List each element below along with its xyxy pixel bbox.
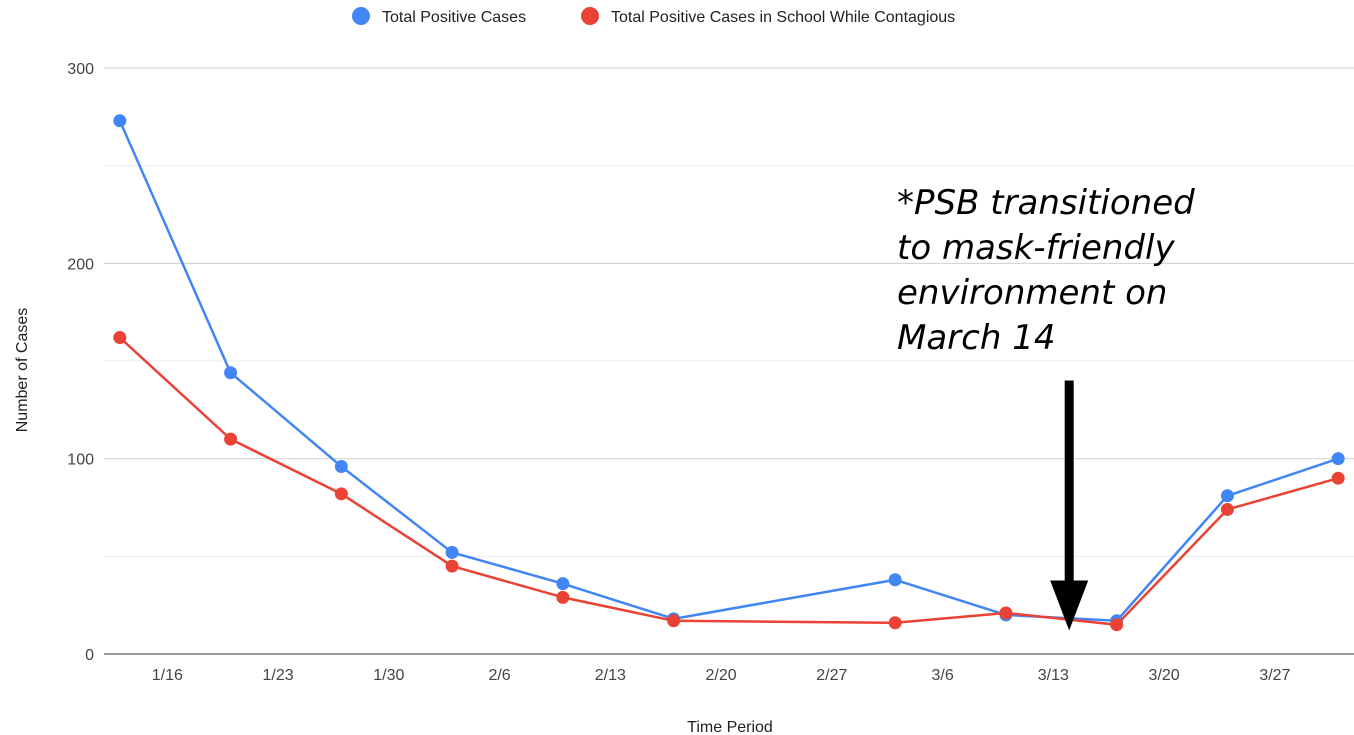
series-lines <box>113 114 1345 632</box>
axes: 0 100 200 300 1/16 1/23 1/30 2/6 2/13 2/20 2/27 3/6… <box>67 61 1354 684</box>
data-point <box>1220 502 1234 516</box>
x-tick-label: 1/23 <box>262 667 293 684</box>
annotation-line: March 14 <box>897 318 1055 358</box>
data-point <box>556 590 570 604</box>
series-line-2 <box>118 336 1339 626</box>
data-point <box>1331 452 1345 466</box>
data-point <box>334 487 348 501</box>
data-point <box>888 573 902 587</box>
x-tick-label: 1/16 <box>152 667 183 684</box>
y-tick-label: 300 <box>67 61 94 78</box>
legend-label: Total Positive Cases <box>382 9 526 26</box>
data-point <box>667 614 681 628</box>
annotation-line: environment on <box>897 273 1167 313</box>
x-tick-label: 2/20 <box>706 667 737 684</box>
data-point <box>999 606 1013 620</box>
legend-marker <box>352 7 370 25</box>
data-point <box>1110 618 1124 632</box>
gridlines <box>104 67 1354 557</box>
x-axis-title: Time Period <box>687 719 773 735</box>
y-tick-label: 200 <box>67 256 94 273</box>
annotation-line: to mask-friendly <box>897 228 1175 268</box>
data-point <box>113 331 127 345</box>
legend: Total Positive Cases Total Positive Cases… <box>352 7 955 26</box>
data-point <box>556 577 570 591</box>
x-tick-label: 3/20 <box>1149 667 1180 684</box>
x-tick-label: 2/13 <box>595 667 626 684</box>
data-point <box>224 432 238 446</box>
data-point <box>334 459 348 473</box>
annotation-text: *PSB transitioned to mask-friendly environ… <box>897 183 1195 358</box>
legend-label: Total Positive Cases in School While Con… <box>611 9 955 26</box>
x-tick-label: 3/27 <box>1259 667 1290 684</box>
y-tick-label: 100 <box>67 452 94 469</box>
y-tick-label: 0 <box>85 647 94 664</box>
x-tick-label: 2/6 <box>488 667 510 684</box>
x-tick-label: 3/13 <box>1038 667 1069 684</box>
legend-marker <box>581 7 599 25</box>
x-tick-label: 1/30 <box>373 667 404 684</box>
data-point <box>224 366 238 380</box>
x-tick-label: 2/27 <box>816 667 847 684</box>
y-axis-title: Number of Cases <box>14 308 31 433</box>
data-point <box>113 114 127 128</box>
data-point <box>445 559 459 573</box>
annotation-line: *PSB transitioned <box>897 183 1195 223</box>
data-point <box>1331 471 1345 485</box>
data-point <box>445 545 459 559</box>
data-point <box>1220 489 1234 503</box>
annotation-arrow-head <box>1050 580 1089 631</box>
x-tick-label: 3/6 <box>931 667 953 684</box>
data-point <box>888 616 902 630</box>
annotation: *PSB transitioned to mask-friendly environ… <box>897 183 1195 631</box>
